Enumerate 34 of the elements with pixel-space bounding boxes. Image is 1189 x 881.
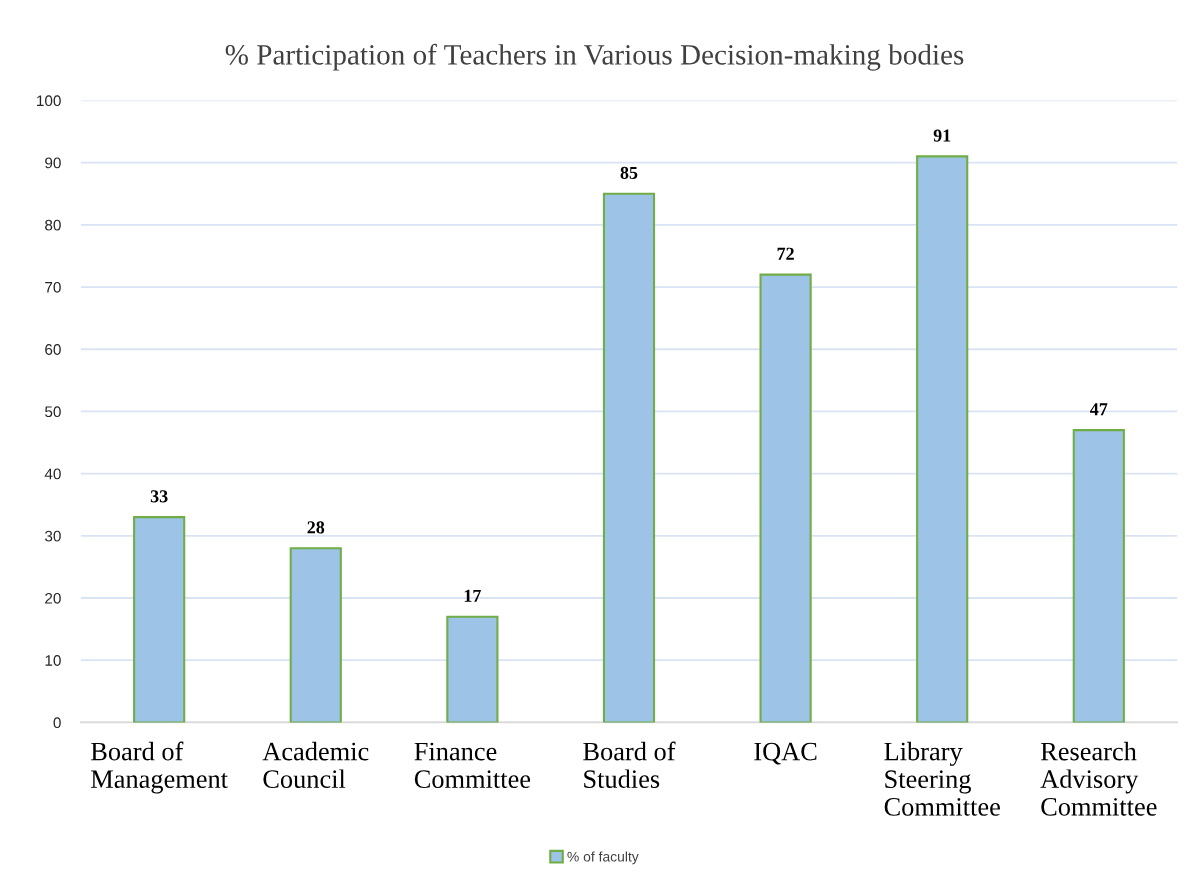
data-label: 91 [933,129,951,142]
y-tick-label: 20 [45,592,61,604]
x-tick-label: IQAC [754,742,817,765]
y-tick-label: 60 [45,344,61,355]
y-tick-label: 30 [45,530,61,542]
bar [289,547,342,723]
bar [133,516,186,723]
legend-label: % of faculty [567,851,639,865]
y-tick-label: 10 [45,655,61,666]
chart-title: % Participation of Teachers in Various Decision-making bodies [225,43,964,71]
x-tick-label: Research Advisory Committee [1040,741,1157,816]
x-tick-label: Library Steering Committee [884,741,1000,816]
bar [602,192,656,723]
bar [759,273,812,723]
y-tick-label: 70 [45,281,61,293]
y-tick-label: 90 [45,157,61,169]
data-label: 47 [1090,403,1108,416]
y-tick-label: 0 [53,717,61,729]
bar [446,615,499,723]
x-tick-label: Finance Committee [414,742,531,789]
y-tick-label: 40 [44,468,61,480]
y-tick-label: 80 [45,219,61,231]
x-tick-label: Board of Management [91,741,228,794]
data-label: 17 [464,589,481,602]
x-tick-label: Academic Council [262,741,369,789]
x-tick-label: Board of Studies [583,741,676,789]
data-label: 72 [777,247,794,260]
data-label: 28 [307,521,325,534]
data-label: 85 [620,166,638,179]
bar [1072,429,1125,723]
bar [916,155,969,723]
data-label: 33 [150,490,168,503]
y-tick-label: 50 [45,406,61,418]
y-tick-label: 100 [37,95,61,107]
